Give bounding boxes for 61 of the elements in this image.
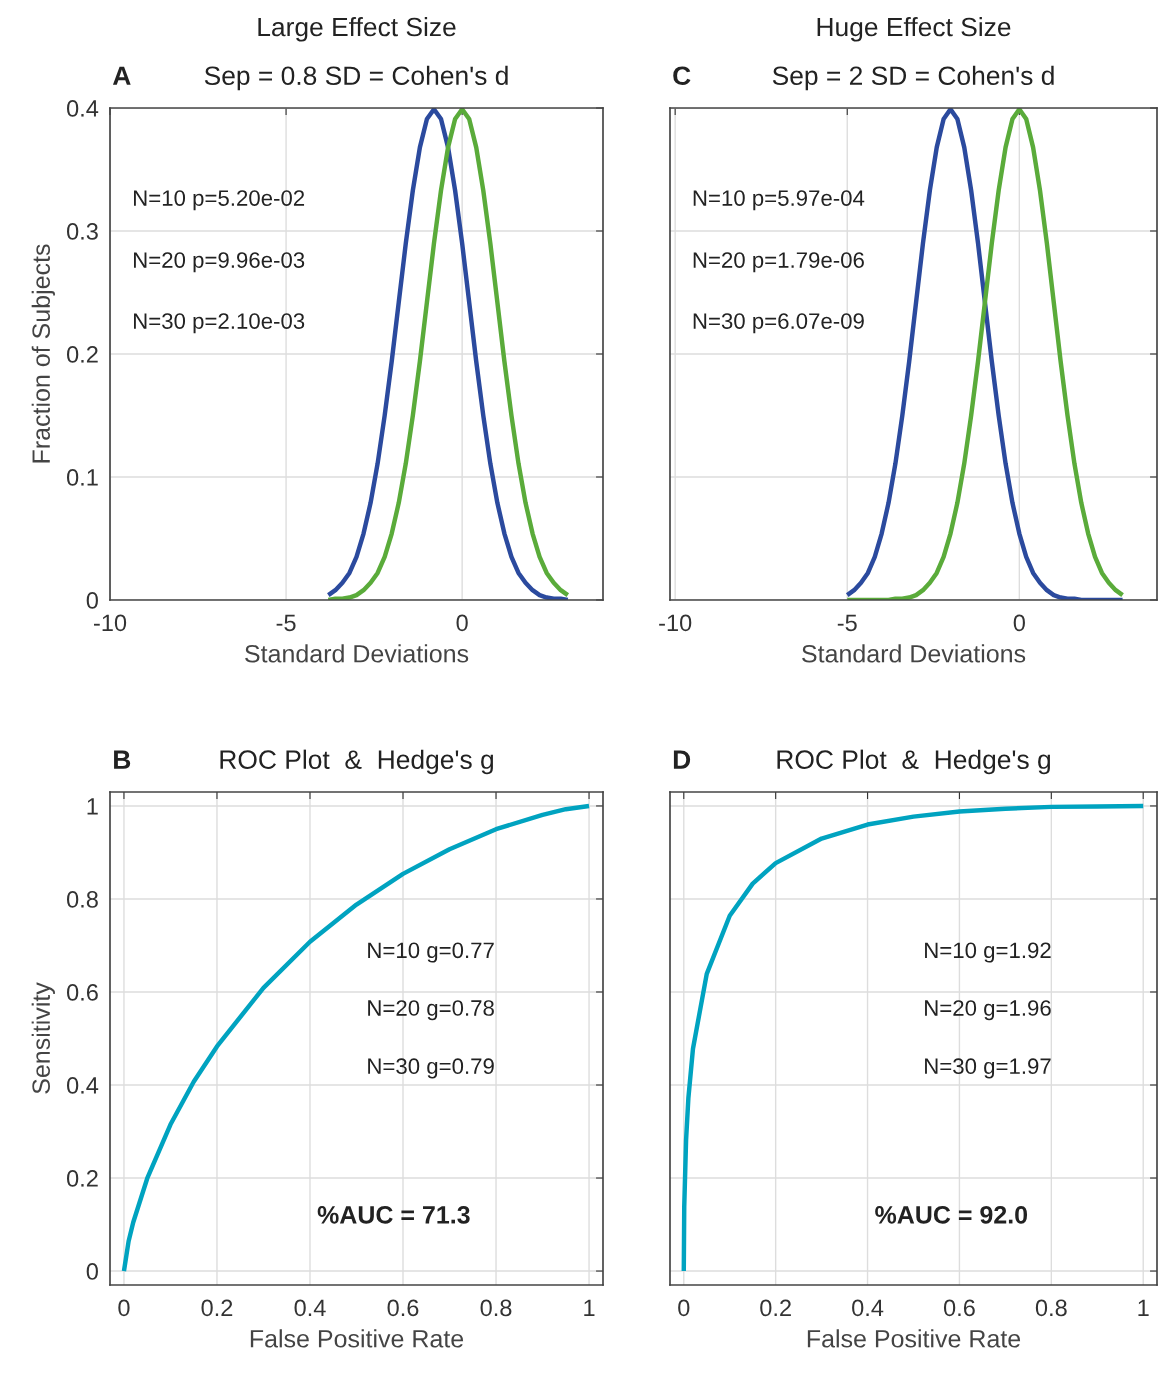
y-tick-label: 0.1 xyxy=(66,469,98,486)
annotation: %AUC = 92.0 xyxy=(875,1205,1028,1224)
annotation: N=20 p=1.79e-06 xyxy=(693,252,864,273)
x-tick-label: 0.2 xyxy=(760,1299,791,1317)
line-series xyxy=(121,803,592,1274)
annotation: %AUC = 71.3 xyxy=(317,1205,470,1224)
x-tick-label: 0 xyxy=(678,1299,690,1317)
text: B xyxy=(114,750,131,769)
y-axis-title: Fraction of Subjects xyxy=(31,244,55,463)
x-tick-label: 0.4 xyxy=(294,1299,326,1317)
y-tick-label: 0 xyxy=(86,1263,98,1280)
line-series xyxy=(326,108,571,600)
chart-subtitle: Sep = 0.8 SD = Cohen's d xyxy=(204,65,508,91)
x-tick-label: -5 xyxy=(837,614,857,632)
text: D xyxy=(673,750,691,769)
text: A xyxy=(112,66,131,85)
x-axis-title: Standard Deviations xyxy=(802,644,1026,663)
x-axis-title: Standard Deviations xyxy=(245,644,469,663)
annotation: N=30 g=1.97 xyxy=(925,1058,1051,1079)
y-tick-label: 0.4 xyxy=(66,100,99,117)
y-tick-label: 0.4 xyxy=(66,1077,99,1094)
chart-title: Huge Effect Size xyxy=(817,16,1011,42)
x-tick-label: 0 xyxy=(118,1299,130,1317)
y-tick-label: 0.6 xyxy=(66,984,98,1001)
annotation: N=20 g=1.96 xyxy=(925,1000,1051,1021)
y-tick-label: 0.8 xyxy=(66,891,98,908)
x-tick-label: 0.6 xyxy=(387,1299,419,1317)
x-tick-label: 0.8 xyxy=(480,1299,512,1317)
x-tick-label: 0.4 xyxy=(852,1299,884,1317)
x-tick-label: 1 xyxy=(584,1299,595,1316)
x-tick-label: 0 xyxy=(1013,614,1025,632)
y-axis-title: Sensitivity xyxy=(31,982,55,1094)
chart-subtitle: Sep = 2 SD = Cohen's d xyxy=(772,65,1054,91)
y-tick-label: 0 xyxy=(86,592,98,609)
x-tick-label: 1 xyxy=(1138,1299,1149,1316)
x-tick-label: 0.6 xyxy=(943,1299,975,1317)
annotation: N=20 p=9.96e-03 xyxy=(134,252,305,273)
annotation: N=10 g=0.77 xyxy=(368,942,494,963)
x-tick-label: -10 xyxy=(93,614,127,632)
x-tick-label: 0.8 xyxy=(1035,1299,1067,1317)
text: C xyxy=(673,66,691,86)
annotation: N=30 g=0.79 xyxy=(368,1058,494,1079)
chart-title: ROC Plot & Hedge's g xyxy=(777,749,1050,775)
annotation: N=10 p=5.20e-02 xyxy=(134,190,305,211)
x-tick-label: 0 xyxy=(456,614,468,632)
x-axis-title: False Positive Rate xyxy=(250,1329,464,1348)
x-tick-label: -5 xyxy=(276,614,296,632)
annotation: N=30 p=2.10e-03 xyxy=(134,313,305,334)
annotation: N=30 p=6.07e-09 xyxy=(693,313,864,334)
chart-title: Large Effect Size xyxy=(258,16,456,42)
annotation: N=10 g=1.92 xyxy=(925,942,1051,963)
y-tick-label: 0.2 xyxy=(66,1170,98,1187)
y-tick-label: 0.2 xyxy=(66,346,98,363)
y-tick-label: 1 xyxy=(87,798,98,815)
chart-title: ROC Plot & Hedge's g xyxy=(220,749,493,775)
annotation: N=10 p=5.97e-04 xyxy=(693,190,865,211)
annotation: N=20 g=0.78 xyxy=(368,1000,494,1021)
x-tick-label: -10 xyxy=(659,614,692,632)
x-axis-title: False Positive Rate xyxy=(807,1329,1021,1348)
x-tick-label: 0.2 xyxy=(201,1299,233,1317)
y-tick-label: 0.3 xyxy=(66,223,98,240)
